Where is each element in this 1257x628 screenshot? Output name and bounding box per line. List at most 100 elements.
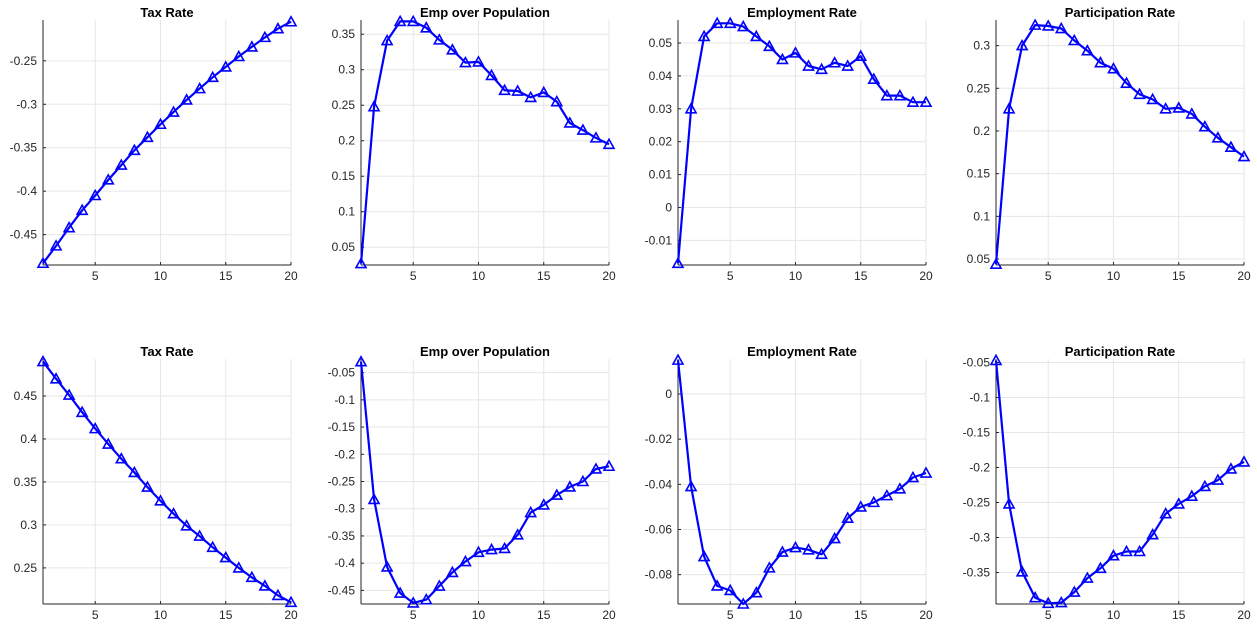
data-point bbox=[498, 541, 511, 554]
x-tick-label: 20 bbox=[602, 269, 616, 283]
data-point bbox=[1120, 76, 1133, 88]
data-point bbox=[1133, 544, 1146, 557]
data-point bbox=[167, 507, 180, 519]
y-tick-label: -0.1 bbox=[969, 391, 990, 405]
y-tick-label: -0.3 bbox=[16, 97, 37, 111]
data-point bbox=[406, 596, 420, 608]
data-point bbox=[354, 355, 368, 367]
x-tick-label: 15 bbox=[219, 608, 233, 622]
data-point bbox=[193, 81, 206, 94]
chart-panel-5: 5 10 15 20 0.25 0.3 0.35 0.4 0.45 Tax Rate bbox=[14, 344, 298, 622]
x-tick-label: 20 bbox=[284, 608, 298, 622]
data-point bbox=[128, 143, 141, 156]
data-point bbox=[576, 123, 590, 135]
data-point bbox=[671, 353, 685, 365]
chart-title: Tax Rate bbox=[140, 344, 193, 359]
y-tick-label: -0.2 bbox=[334, 447, 355, 461]
y-tick-label: 0.05 bbox=[332, 240, 356, 254]
data-point bbox=[219, 60, 233, 72]
data-point bbox=[367, 99, 381, 112]
x-tick-label: 20 bbox=[602, 608, 616, 622]
data-point bbox=[576, 474, 590, 487]
data-point bbox=[1185, 107, 1199, 119]
x-tick-label: 15 bbox=[854, 269, 868, 283]
y-tick-label: 0.05 bbox=[967, 252, 991, 266]
data-point bbox=[880, 488, 894, 501]
data-point bbox=[1081, 44, 1094, 56]
y-tick-label: 0.01 bbox=[649, 168, 673, 182]
y-tick-label: -0.4 bbox=[16, 184, 37, 198]
data-point bbox=[671, 256, 685, 269]
y-tick-label: -0.1 bbox=[334, 393, 355, 407]
x-tick-label: 10 bbox=[154, 608, 168, 622]
data-point bbox=[710, 16, 724, 29]
data-point bbox=[36, 256, 50, 269]
data-point bbox=[1028, 591, 1042, 603]
chart-title: Employment Rate bbox=[747, 5, 857, 20]
data-point bbox=[180, 93, 193, 105]
data-point bbox=[485, 68, 498, 81]
data-point bbox=[524, 505, 538, 518]
data-point bbox=[154, 117, 167, 130]
y-tick-label: 0.45 bbox=[14, 389, 38, 403]
y-tick-label: -0.35 bbox=[328, 529, 356, 543]
data-point bbox=[1067, 33, 1081, 46]
data-point bbox=[62, 220, 76, 233]
data-point bbox=[841, 59, 855, 71]
data-point bbox=[537, 85, 551, 98]
data-point bbox=[472, 545, 485, 558]
data-point bbox=[101, 437, 115, 449]
data-point bbox=[1172, 497, 1186, 509]
data-point bbox=[789, 540, 802, 553]
data-point bbox=[128, 465, 141, 478]
data-point bbox=[589, 131, 603, 143]
data-point bbox=[206, 540, 220, 553]
chart-panel-6: 5 10 15 20 -0.45 -0.4 -0.35 -0.3 -0.25 -0.2 -0.15 -… bbox=[328, 344, 616, 622]
data-point bbox=[1224, 140, 1238, 152]
data-point bbox=[906, 95, 920, 108]
y-tick-label: -0.4 bbox=[334, 556, 355, 570]
x-tick-label: 15 bbox=[1172, 269, 1186, 283]
data-point bbox=[1041, 19, 1055, 31]
y-tick-label: 0.03 bbox=[649, 102, 673, 116]
chart-panel-2: 5 10 15 20 0.05 0.1 0.15 0.2 0.25 0.3 0.35 Emp over… bbox=[332, 5, 616, 283]
chart-title: Participation Rate bbox=[1065, 5, 1176, 20]
chart-title: Emp over Population bbox=[420, 5, 550, 20]
data-point bbox=[393, 586, 407, 598]
y-tick-label: -0.25 bbox=[10, 54, 38, 68]
data-point bbox=[141, 480, 154, 492]
data-point bbox=[723, 583, 737, 596]
data-point bbox=[550, 488, 564, 500]
data-point bbox=[193, 529, 206, 541]
data-point bbox=[393, 14, 407, 27]
data-point bbox=[432, 33, 446, 45]
data-point bbox=[789, 46, 802, 58]
data-point bbox=[550, 95, 564, 107]
x-tick-label: 15 bbox=[219, 269, 233, 283]
data-point bbox=[1002, 102, 1016, 114]
x-tick-label: 5 bbox=[410, 269, 417, 283]
data-point bbox=[867, 72, 881, 84]
data-point bbox=[1198, 120, 1212, 132]
data-point bbox=[419, 21, 433, 33]
data-point bbox=[1120, 544, 1133, 557]
data-point bbox=[1185, 489, 1199, 502]
data-point bbox=[1107, 62, 1120, 74]
data-point bbox=[232, 561, 246, 573]
data-point bbox=[1081, 571, 1094, 583]
y-tick-label: -0.45 bbox=[10, 228, 38, 242]
data-point bbox=[697, 549, 711, 562]
chart-panel-4: 5 10 15 20 0.05 0.1 0.15 0.2 0.25 0.3 Participatio… bbox=[967, 5, 1251, 283]
data-point bbox=[271, 588, 285, 601]
y-tick-label: -0.08 bbox=[645, 568, 673, 582]
data-point bbox=[1054, 595, 1068, 608]
data-point bbox=[602, 459, 616, 472]
data-point bbox=[114, 452, 128, 464]
y-tick-label: -0.45 bbox=[328, 583, 356, 597]
y-tick-label: -0.04 bbox=[645, 477, 673, 491]
data-point bbox=[154, 494, 167, 506]
x-tick-label: 10 bbox=[1107, 269, 1121, 283]
data-point bbox=[88, 188, 102, 201]
chart-panel-7: 5 10 15 20 -0.08 -0.06 -0.04 -0.02 0 Employment R… bbox=[645, 344, 933, 622]
y-tick-label: 0.15 bbox=[967, 167, 991, 181]
